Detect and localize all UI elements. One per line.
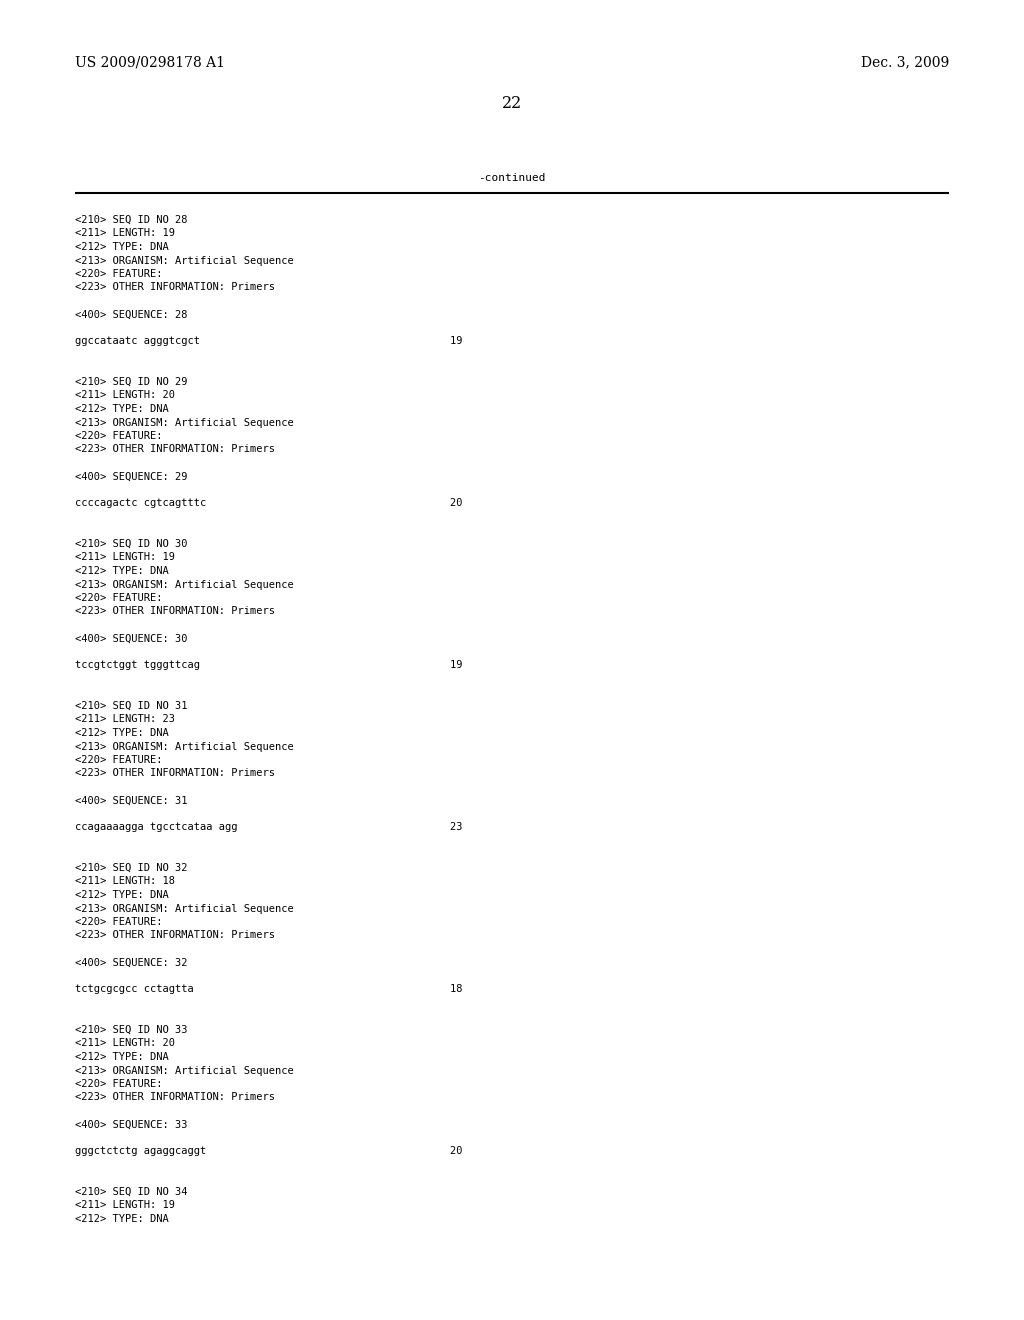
Text: <223> OTHER INFORMATION: Primers: <223> OTHER INFORMATION: Primers (75, 445, 275, 454)
Text: <210> SEQ ID NO 34: <210> SEQ ID NO 34 (75, 1187, 187, 1197)
Text: <212> TYPE: DNA: <212> TYPE: DNA (75, 890, 169, 900)
Text: <400> SEQUENCE: 33: <400> SEQUENCE: 33 (75, 1119, 187, 1130)
Text: 22: 22 (502, 95, 522, 112)
Text: <212> TYPE: DNA: <212> TYPE: DNA (75, 1052, 169, 1063)
Text: <223> OTHER INFORMATION: Primers: <223> OTHER INFORMATION: Primers (75, 931, 275, 940)
Text: <210> SEQ ID NO 32: <210> SEQ ID NO 32 (75, 863, 187, 873)
Text: ggccataatc agggtcgct                                        19: ggccataatc agggtcgct 19 (75, 337, 463, 346)
Text: US 2009/0298178 A1: US 2009/0298178 A1 (75, 55, 225, 69)
Text: <211> LENGTH: 19: <211> LENGTH: 19 (75, 553, 175, 562)
Text: <211> LENGTH: 19: <211> LENGTH: 19 (75, 1200, 175, 1210)
Text: <211> LENGTH: 20: <211> LENGTH: 20 (75, 1039, 175, 1048)
Text: <213> ORGANISM: Artificial Sequence: <213> ORGANISM: Artificial Sequence (75, 1065, 294, 1076)
Text: <213> ORGANISM: Artificial Sequence: <213> ORGANISM: Artificial Sequence (75, 742, 294, 751)
Text: <223> OTHER INFORMATION: Primers: <223> OTHER INFORMATION: Primers (75, 606, 275, 616)
Text: <220> FEATURE:: <220> FEATURE: (75, 269, 163, 279)
Text: <400> SEQUENCE: 29: <400> SEQUENCE: 29 (75, 471, 187, 482)
Text: <211> LENGTH: 23: <211> LENGTH: 23 (75, 714, 175, 725)
Text: tccgtctggt tgggttcag                                        19: tccgtctggt tgggttcag 19 (75, 660, 463, 671)
Text: <220> FEATURE:: <220> FEATURE: (75, 432, 163, 441)
Text: ccccagactc cgtcagtttc                                       20: ccccagactc cgtcagtttc 20 (75, 499, 463, 508)
Text: tctgcgcgcc cctagtta                                         18: tctgcgcgcc cctagtta 18 (75, 985, 463, 994)
Text: <400> SEQUENCE: 31: <400> SEQUENCE: 31 (75, 796, 187, 805)
Text: <211> LENGTH: 19: <211> LENGTH: 19 (75, 228, 175, 239)
Text: <212> TYPE: DNA: <212> TYPE: DNA (75, 242, 169, 252)
Text: <213> ORGANISM: Artificial Sequence: <213> ORGANISM: Artificial Sequence (75, 579, 294, 590)
Text: <213> ORGANISM: Artificial Sequence: <213> ORGANISM: Artificial Sequence (75, 417, 294, 428)
Text: <400> SEQUENCE: 32: <400> SEQUENCE: 32 (75, 957, 187, 968)
Text: gggctctctg agaggcaggt                                       20: gggctctctg agaggcaggt 20 (75, 1147, 463, 1156)
Text: <212> TYPE: DNA: <212> TYPE: DNA (75, 404, 169, 414)
Text: <220> FEATURE:: <220> FEATURE: (75, 755, 163, 766)
Text: <212> TYPE: DNA: <212> TYPE: DNA (75, 729, 169, 738)
Text: <210> SEQ ID NO 28: <210> SEQ ID NO 28 (75, 215, 187, 224)
Text: Dec. 3, 2009: Dec. 3, 2009 (861, 55, 949, 69)
Text: ccagaaaagga tgcctcataa agg                                  23: ccagaaaagga tgcctcataa agg 23 (75, 822, 463, 833)
Text: <400> SEQUENCE: 30: <400> SEQUENCE: 30 (75, 634, 187, 644)
Text: <210> SEQ ID NO 33: <210> SEQ ID NO 33 (75, 1026, 187, 1035)
Text: <212> TYPE: DNA: <212> TYPE: DNA (75, 1214, 169, 1224)
Text: <400> SEQUENCE: 28: <400> SEQUENCE: 28 (75, 309, 187, 319)
Text: <211> LENGTH: 18: <211> LENGTH: 18 (75, 876, 175, 887)
Text: <213> ORGANISM: Artificial Sequence: <213> ORGANISM: Artificial Sequence (75, 903, 294, 913)
Text: <220> FEATURE:: <220> FEATURE: (75, 593, 163, 603)
Text: -continued: -continued (478, 173, 546, 183)
Text: <212> TYPE: DNA: <212> TYPE: DNA (75, 566, 169, 576)
Text: <210> SEQ ID NO 29: <210> SEQ ID NO 29 (75, 378, 187, 387)
Text: <211> LENGTH: 20: <211> LENGTH: 20 (75, 391, 175, 400)
Text: <223> OTHER INFORMATION: Primers: <223> OTHER INFORMATION: Primers (75, 1093, 275, 1102)
Text: <223> OTHER INFORMATION: Primers: <223> OTHER INFORMATION: Primers (75, 282, 275, 293)
Text: <223> OTHER INFORMATION: Primers: <223> OTHER INFORMATION: Primers (75, 768, 275, 779)
Text: <210> SEQ ID NO 30: <210> SEQ ID NO 30 (75, 539, 187, 549)
Text: <220> FEATURE:: <220> FEATURE: (75, 1078, 163, 1089)
Text: <213> ORGANISM: Artificial Sequence: <213> ORGANISM: Artificial Sequence (75, 256, 294, 265)
Text: <220> FEATURE:: <220> FEATURE: (75, 917, 163, 927)
Text: <210> SEQ ID NO 31: <210> SEQ ID NO 31 (75, 701, 187, 711)
